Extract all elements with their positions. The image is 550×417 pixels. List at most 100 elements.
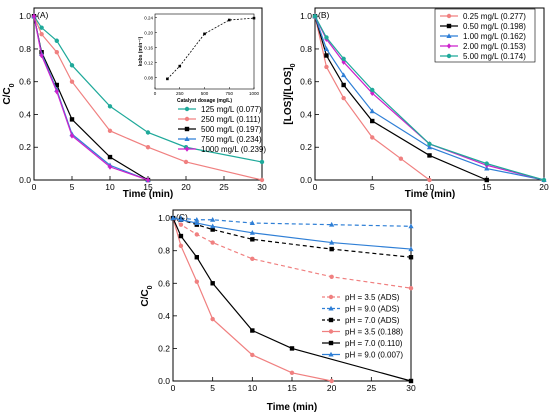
data-point [341, 56, 346, 61]
inset-frame [154, 13, 255, 90]
legend-label: 1000 mg/L (0.239) [201, 145, 266, 154]
legend-marker [328, 351, 334, 357]
series-line [314, 16, 430, 181]
inset-x-tick-label: 0 [154, 91, 157, 96]
data-point [427, 153, 432, 158]
legend-marker [328, 294, 334, 300]
series-4 [31, 13, 151, 183]
inset-point [227, 18, 231, 22]
y-tick-label: 0.0 [19, 175, 31, 185]
series-0 [170, 215, 414, 291]
data-point [54, 88, 59, 95]
panel-1: 0 5 10 15 20 0.0 0.2 0.4 0.6 0.8 1.0 (B) Time (min) [… [283, 7, 549, 200]
y-tick-label: 1.0 [300, 11, 312, 21]
data-point [39, 52, 44, 59]
data-point [210, 281, 215, 286]
data-point [194, 216, 200, 222]
data-point [210, 227, 215, 232]
data-point [312, 13, 318, 19]
data-point [210, 223, 216, 229]
legend: 125 mg/L (0.077)250 mg/L (0.111)500 mg/L… [178, 105, 266, 154]
x-tick-label: 15 [143, 182, 153, 192]
series-5 [170, 215, 414, 252]
data-point [329, 239, 335, 245]
data-point [178, 222, 184, 227]
y-tick-label: 0.6 [300, 77, 312, 87]
data-point [250, 237, 255, 242]
data-point [39, 32, 44, 37]
legend-label: 5.00 mg/L (0.174) [463, 52, 526, 61]
inset-point [178, 64, 182, 68]
legend-label: pH = 3.5 (0.188) [345, 328, 403, 337]
data-point [69, 79, 75, 84]
inset-x-tick-label: 1000 [249, 91, 260, 96]
data-point [408, 246, 414, 252]
y-tick-label: 1.0 [19, 11, 31, 21]
data-point [370, 118, 375, 124]
inset-point [203, 32, 206, 36]
x-tick-label: 30 [257, 182, 267, 192]
series-line [33, 16, 149, 181]
data-point [341, 95, 346, 101]
legend-label: pH = 9.0 (ADS) [345, 305, 400, 314]
data-point [408, 223, 414, 229]
inset-point [166, 77, 169, 81]
data-point [54, 82, 59, 88]
series-line [33, 15, 263, 181]
y-tick-label: 0.8 [300, 44, 312, 54]
x-tick-label: 10 [248, 383, 258, 393]
legend-marker [328, 305, 334, 311]
panel-label: (B) [318, 10, 330, 20]
x-tick-label: 10 [425, 182, 435, 192]
x-tick-label: 30 [406, 383, 416, 393]
data-point [145, 177, 151, 183]
data-point [210, 316, 215, 322]
y-tick-label: 0.0 [300, 175, 312, 185]
panel-0: 0 5 10 15 20 25 30 0.0 0.2 0.4 0.6 0.8 1.0 (A) Time (m… [2, 7, 267, 200]
legend-marker [446, 43, 452, 49]
data-point [107, 104, 113, 109]
legend-marker [446, 13, 452, 19]
x-tick-label: 5 [370, 182, 375, 192]
data-point [107, 164, 113, 170]
data-point [324, 53, 329, 58]
data-point [250, 352, 255, 358]
y-tick-label: 0.4 [19, 109, 31, 119]
data-point [370, 87, 375, 93]
legend-label: pH = 3.5 (ADS) [345, 293, 400, 302]
data-point [249, 220, 255, 226]
panel-label: (C) [176, 212, 188, 222]
x-axis-label: Time (min) [123, 189, 173, 200]
y-tick-label: 0.6 [158, 278, 170, 288]
data-point [329, 246, 334, 252]
x-tick-label: 25 [367, 383, 377, 393]
inset-y-tick-label: 0.12 [144, 60, 153, 65]
x-axis-label: Time (min) [267, 402, 317, 413]
data-point [484, 161, 489, 166]
data-point [324, 64, 329, 70]
data-point [31, 13, 37, 19]
series-line [33, 15, 263, 163]
data-point [69, 63, 75, 68]
legend-label: 250 mg/L (0.111) [201, 115, 261, 124]
data-point [289, 370, 295, 376]
data-point [341, 82, 346, 88]
data-point [54, 38, 59, 43]
data-point [107, 128, 113, 134]
data-point [170, 215, 176, 221]
data-point [178, 216, 184, 222]
legend-marker [184, 106, 190, 112]
legend-marker [328, 329, 334, 334]
data-point [408, 378, 414, 384]
series-1 [170, 215, 414, 229]
inset-y-tick-label: 0.20 [144, 30, 153, 35]
series-3 [31, 13, 151, 182]
y-tick-label: 0.2 [300, 142, 312, 152]
data-point [329, 378, 334, 384]
legend-label: pH = 9.0 (0.007) [345, 351, 403, 360]
inset-x-tick-label: 250 [176, 91, 184, 96]
y-tick-label: 0.2 [158, 343, 170, 353]
legend-label: 125 mg/L (0.077) [201, 105, 262, 114]
inset-line [167, 17, 255, 80]
y-tick-label: 1.0 [158, 213, 170, 223]
